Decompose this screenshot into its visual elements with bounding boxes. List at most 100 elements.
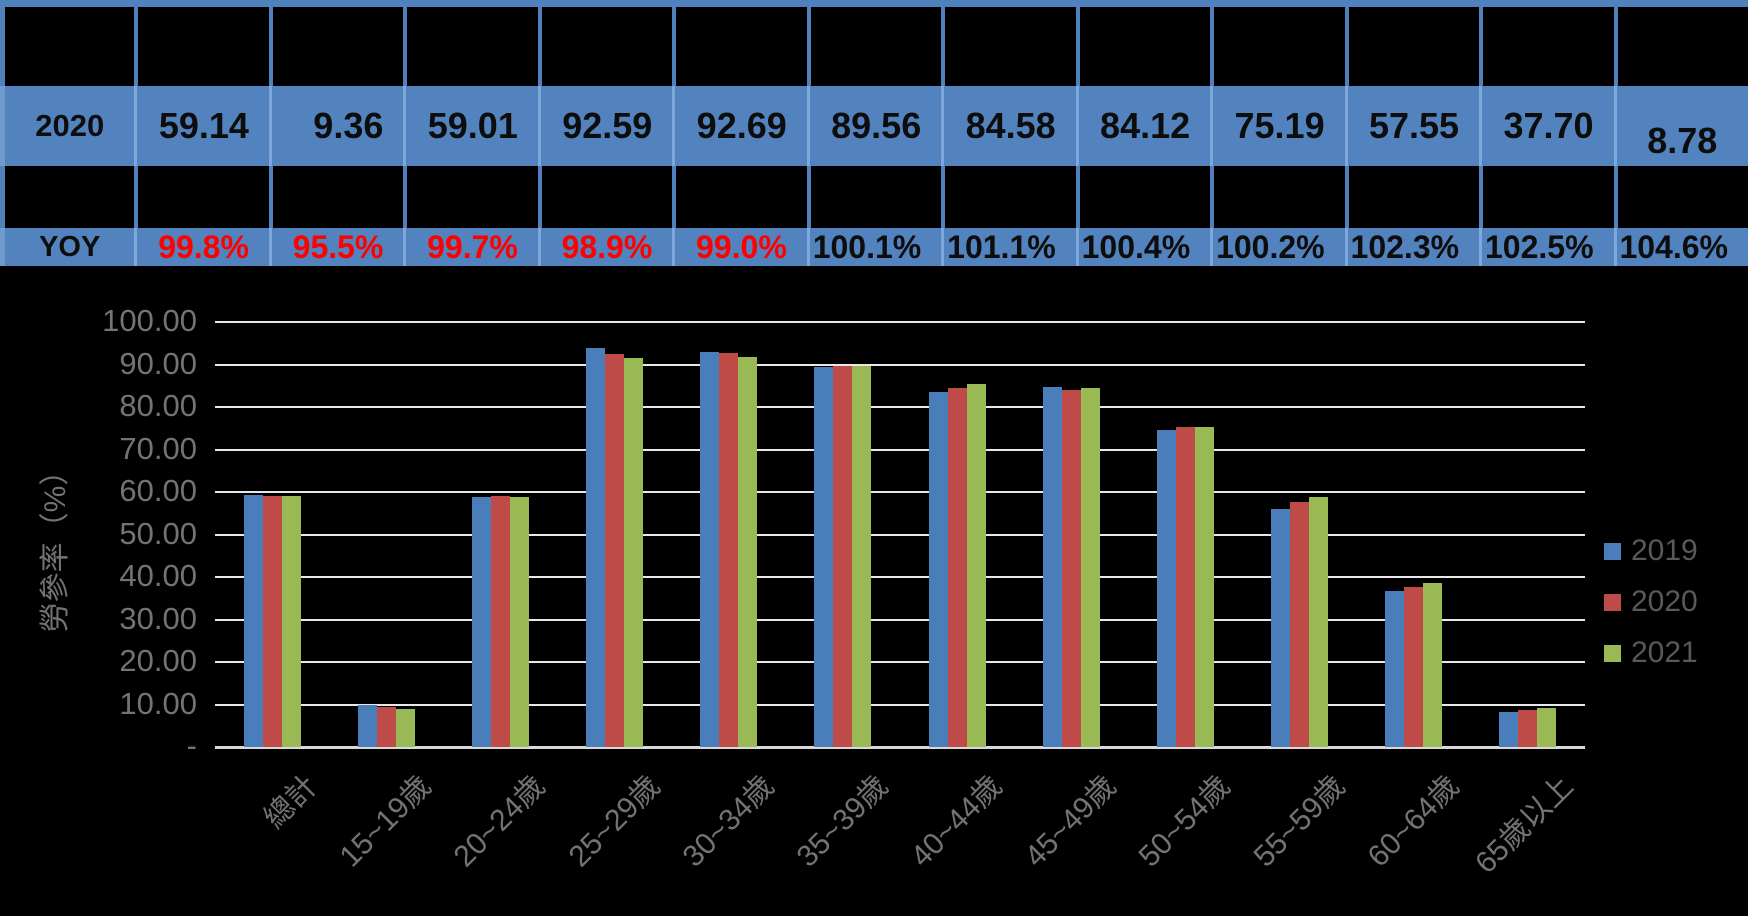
y-tick-label: 80.00 [119, 388, 197, 423]
empty-cell [0, 7, 134, 86]
bar-2019 [1156, 430, 1176, 747]
empty-cell [268, 166, 403, 228]
legend-swatch-2020 [1604, 593, 1621, 611]
bar-2019 [1385, 590, 1405, 747]
bar-2019 [586, 347, 606, 747]
empty-cell [537, 7, 672, 86]
gridline [215, 703, 1585, 706]
yoy-value-cell: 100.1% [806, 228, 941, 266]
bar-2020 [376, 707, 396, 747]
bar-2021 [624, 357, 644, 747]
y-axis-title: 勞參率（%） [39, 455, 72, 633]
value-cell: 59.01 [403, 86, 537, 166]
y-tick-label: 60.00 [119, 473, 197, 508]
yoy-value-cell: 99.7% [403, 228, 537, 266]
value-cell: 92.69 [672, 86, 806, 166]
bar-2021 [966, 383, 986, 747]
yoy-value-cell: 104.6% [1613, 228, 1748, 266]
empty-cell [0, 166, 134, 228]
yoy-value-cell: 100.4% [1075, 228, 1210, 266]
bar-2019 [243, 495, 263, 747]
value-cell: 8.78 [1613, 86, 1748, 166]
value-cell: 57.55 [1344, 86, 1479, 166]
gridline [215, 533, 1585, 536]
empty-cell [537, 166, 672, 228]
legend-label: 2019 [1631, 534, 1698, 567]
yoy-value-cell: 100.2% [1210, 228, 1344, 266]
bar-2021 [1537, 707, 1557, 747]
bar-2020 [947, 387, 967, 747]
y-tick-label: 40.00 [119, 558, 197, 593]
row-label: YOY [0, 228, 134, 266]
y-tick-label: 30.00 [119, 600, 197, 636]
bar-2019 [1499, 712, 1519, 747]
value-cell: 89.56 [806, 86, 941, 166]
empty-cell [1344, 166, 1479, 228]
bars-layer [215, 322, 1585, 747]
gridline [215, 618, 1585, 621]
empty-cell [1613, 7, 1748, 86]
bar-2020 [833, 366, 853, 747]
empty-cell [268, 7, 403, 86]
y-tick-label: 100.00 [102, 303, 197, 338]
empty-cell [806, 7, 941, 86]
value-cell: 9.36 [268, 86, 403, 166]
bar-2021 [1194, 426, 1214, 747]
bar-2021 [509, 497, 529, 747]
empty-cell [1344, 7, 1479, 86]
yoy-value-cell: 98.9% [537, 228, 672, 266]
table-row-2020: 2020 59.14 9.36 59.01 92.59 92.69 89.56 84.58 84… [0, 86, 1748, 166]
bar-2019 [1042, 387, 1062, 747]
legend-item-2021: 2021 [1604, 636, 1698, 670]
value-cell: 37.70 [1479, 86, 1613, 166]
bar-2020 [719, 353, 739, 747]
y-tick-label: - [186, 728, 197, 763]
bar-2020 [1175, 427, 1195, 747]
legend-item-2020: 2020 [1604, 585, 1698, 619]
legend-swatch-2019 [1604, 542, 1621, 560]
empty-cell [1479, 166, 1613, 228]
empty-cell [672, 7, 806, 86]
yoy-value-cell: 101.1% [941, 228, 1075, 266]
y-tick-label: 20.00 [119, 643, 197, 678]
bar-2019 [1271, 509, 1291, 747]
bar-2020 [490, 496, 510, 747]
yoy-value-cell: 95.5% [268, 228, 403, 266]
empty-cell [1210, 7, 1344, 86]
legend-label: 2021 [1631, 636, 1698, 669]
empty-cell [941, 166, 1075, 228]
y-tick-label: 50.00 [119, 515, 197, 551]
yoy-value-cell: 99.0% [672, 228, 806, 266]
empty-cell [1479, 7, 1613, 86]
bar-2020 [605, 353, 625, 747]
table-row-hidden-top [0, 0, 1748, 86]
bar-2019 [700, 352, 720, 747]
empty-cell [403, 7, 537, 86]
legend-item-2019: 2019 [1604, 534, 1698, 568]
value-cell: 84.12 [1075, 86, 1210, 166]
bar-2021 [738, 356, 758, 747]
gridline [215, 661, 1585, 663]
gridline [215, 576, 1585, 578]
gridline [215, 406, 1585, 408]
empty-cell [134, 166, 268, 228]
empty-cell [1075, 166, 1210, 228]
bar-2021 [852, 365, 872, 747]
empty-cell [941, 7, 1075, 86]
legend-swatch-2021 [1604, 644, 1621, 662]
bar-2020 [1518, 709, 1538, 747]
gridline [215, 363, 1585, 366]
bar-2020 [1404, 586, 1424, 747]
legend-label: 2020 [1631, 585, 1698, 618]
bar-2020 [1061, 389, 1081, 747]
data-table: 2020 59.14 9.36 59.01 92.59 92.69 89.56 84.58 84… [0, 0, 1748, 266]
gridline [215, 321, 1585, 323]
bar-2019 [928, 391, 948, 747]
bar-2021 [1423, 582, 1443, 747]
chart-legend: 2019 2020 2021 [1604, 534, 1698, 670]
bar-2021 [1309, 496, 1329, 747]
bar-2021 [281, 496, 301, 747]
bar-2020 [262, 495, 282, 747]
value-cell: 92.59 [537, 86, 672, 166]
